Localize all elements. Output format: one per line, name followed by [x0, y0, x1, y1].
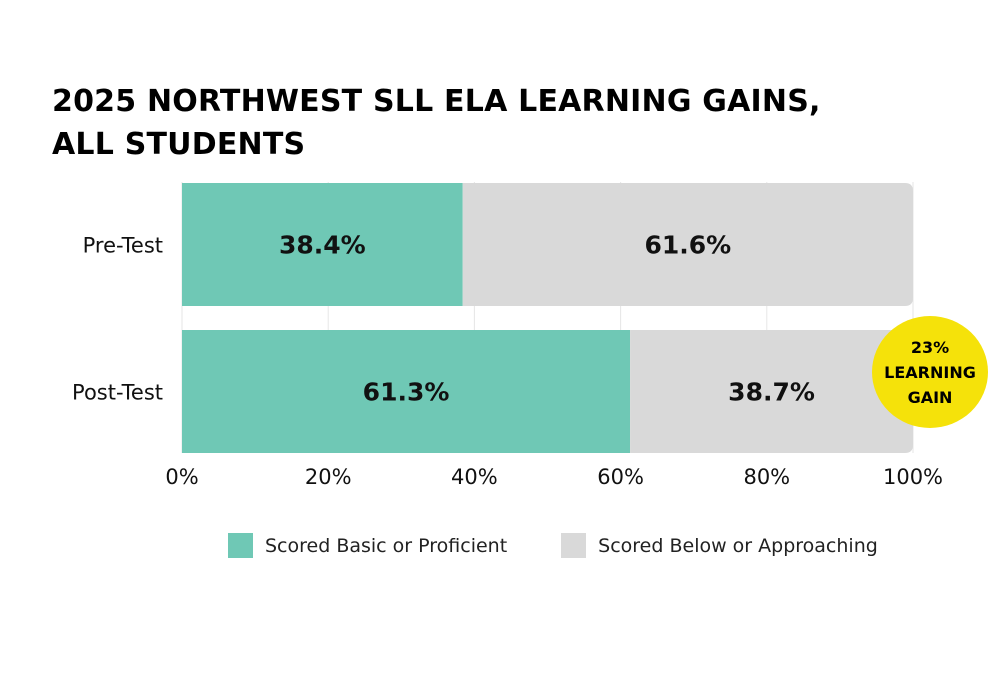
- x-tick-label: 40%: [451, 465, 498, 489]
- data-label: 38.4%: [279, 231, 366, 260]
- legend-swatch-below: [561, 533, 587, 558]
- x-tick-label: 0%: [165, 465, 198, 489]
- data-label: 61.6%: [644, 231, 731, 260]
- learning-gain-badge: 23% LEARNING GAIN: [872, 316, 988, 428]
- category-label: Post-Test: [72, 381, 163, 405]
- badge-line-3: GAIN: [907, 387, 953, 407]
- legend-item-below: Scored Below or Approaching: [561, 533, 878, 558]
- badge-line-2: LEARNING: [884, 362, 976, 382]
- x-tick-label: 60%: [597, 465, 644, 489]
- data-label: 38.7%: [728, 378, 815, 407]
- chart-legend: Scored Basic or Proficient Scored Below …: [228, 533, 878, 558]
- legend-label-proficient: Scored Basic or Proficient: [265, 534, 508, 557]
- chart-title: 2025 NORTHWEST SLL ELA LEARNING GAINS, A…: [52, 80, 952, 166]
- x-tick-label: 100%: [883, 465, 943, 489]
- x-tick-label: 20%: [305, 465, 352, 489]
- legend-swatch-proficient: [228, 533, 253, 558]
- bar-segment: [462, 183, 913, 306]
- legend-label-below: Scored Below or Approaching: [598, 534, 878, 557]
- bar-segment: [182, 330, 631, 453]
- badge-line-1: 23%: [910, 337, 950, 357]
- data-label: 61.3%: [363, 378, 450, 407]
- x-tick-label: 80%: [743, 465, 790, 489]
- legend-item-proficient: Scored Basic or Proficient: [228, 533, 507, 558]
- chart-title-line-1: 2025 NORTHWEST SLL ELA LEARNING GAINS,: [52, 84, 821, 119]
- chart-title-line-2: ALL STUDENTS: [52, 127, 306, 162]
- category-label: Pre-Test: [83, 234, 163, 258]
- bar-segment: [630, 330, 913, 453]
- bar-segment: [182, 183, 463, 306]
